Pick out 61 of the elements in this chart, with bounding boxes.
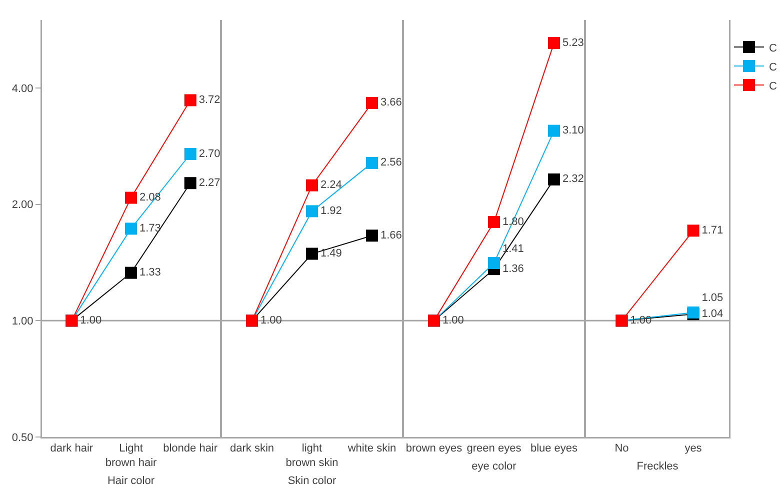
point	[125, 266, 137, 279]
data-label: 5.23	[562, 36, 584, 49]
point	[488, 216, 500, 228]
x-axis-title: Freckles	[636, 460, 679, 473]
x-tick-label: light brown skin	[286, 442, 338, 469]
y-tick-label: 0.50	[12, 432, 34, 444]
data-label: 1.92	[320, 204, 342, 217]
data-label: 1.04	[702, 308, 724, 320]
point	[366, 156, 378, 169]
point	[125, 192, 137, 204]
point	[366, 230, 378, 242]
data-label: 1.73	[140, 222, 161, 234]
data-label: 1.36	[502, 262, 524, 275]
data-label: 3.66	[380, 96, 402, 109]
x-tick-label: blue eyes	[530, 442, 578, 455]
point	[548, 37, 560, 50]
point	[306, 205, 318, 218]
x-tick-label: dark hair	[50, 442, 94, 455]
x-axis-title: Skin color	[288, 474, 336, 487]
data-label: 1.33	[140, 266, 161, 279]
x-tick-label: yes	[684, 442, 702, 455]
x-axis-title: eye color	[472, 460, 517, 473]
data-label: 1.66	[380, 229, 402, 242]
x-tick-label: green eyes	[466, 442, 522, 455]
data-label: 2.56	[380, 156, 402, 169]
x-tick-label: dark skin	[230, 442, 274, 455]
data-label: 1.00	[260, 314, 282, 326]
data-label: 3.10	[562, 124, 584, 137]
data-label: 1.05	[702, 292, 724, 304]
point	[548, 173, 560, 186]
y-tick-label: 1.00	[12, 316, 34, 328]
x-axis-title: Hair color	[107, 474, 155, 487]
data-label: 2.24	[320, 179, 342, 192]
point	[366, 96, 378, 109]
legend-label: C	[769, 42, 777, 54]
point	[125, 222, 137, 235]
x-tick-label: white skin	[346, 442, 396, 455]
point	[548, 124, 560, 137]
x-tick-label: Light brown hair	[105, 442, 158, 469]
point	[184, 148, 196, 160]
legend-label: C	[769, 80, 777, 92]
point	[184, 177, 196, 190]
x-tick-label: blonde hair	[163, 442, 218, 455]
data-label: 1.00	[442, 314, 464, 326]
x-tick-label: brown eyes	[406, 442, 463, 455]
legend-label: C	[769, 61, 777, 74]
y-tick-label: 4.00	[12, 82, 34, 95]
y-tick-label: 2.00	[12, 199, 34, 212]
data-label: 1.00	[80, 314, 102, 326]
data-label: 2.70	[198, 148, 220, 160]
point	[306, 179, 318, 192]
point	[184, 94, 196, 106]
data-label: 1.49	[320, 248, 342, 260]
point	[488, 257, 500, 270]
x-tick-label: No	[614, 442, 629, 455]
data-label: 2.32	[562, 173, 584, 186]
data-label: 3.72	[198, 94, 220, 106]
point	[687, 224, 700, 237]
data-label: 2.27	[198, 176, 220, 189]
data-label: 1.71	[702, 224, 724, 236]
point	[306, 248, 318, 260]
